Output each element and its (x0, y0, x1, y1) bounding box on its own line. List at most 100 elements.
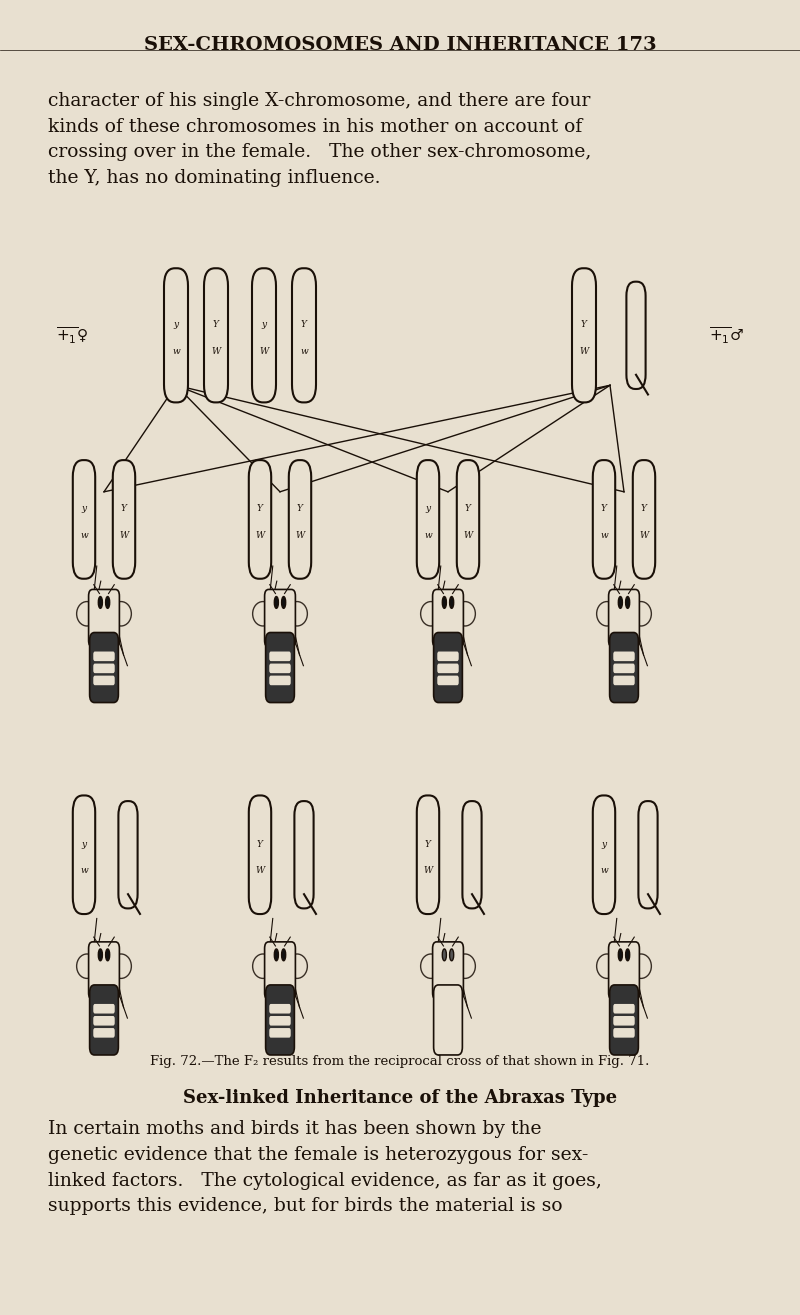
Ellipse shape (618, 947, 630, 969)
FancyBboxPatch shape (626, 281, 646, 389)
Text: W: W (211, 347, 221, 355)
Text: Y: Y (425, 840, 431, 848)
FancyBboxPatch shape (265, 942, 295, 999)
Ellipse shape (450, 949, 454, 961)
Ellipse shape (111, 601, 131, 626)
Ellipse shape (287, 953, 307, 978)
Text: Sex-linked Inheritance of the Abraxas Type: Sex-linked Inheritance of the Abraxas Ty… (183, 1089, 617, 1107)
FancyBboxPatch shape (73, 460, 95, 579)
Text: character of his single X-chromosome, and there are four
kinds of these chromoso: character of his single X-chromosome, an… (48, 92, 591, 187)
FancyBboxPatch shape (249, 460, 271, 579)
Text: W: W (255, 531, 265, 539)
FancyBboxPatch shape (457, 460, 479, 579)
Ellipse shape (77, 953, 97, 978)
Text: Y: Y (465, 505, 471, 513)
Text: $\overline{+_1}$♀: $\overline{+_1}$♀ (56, 325, 88, 346)
Ellipse shape (455, 953, 475, 978)
FancyBboxPatch shape (118, 801, 138, 909)
Ellipse shape (442, 597, 446, 609)
FancyBboxPatch shape (266, 985, 294, 1055)
Ellipse shape (98, 949, 102, 961)
Text: In certain moths and birds it has been shown by the
genetic evidence that the fe: In certain moths and birds it has been s… (48, 1120, 602, 1215)
Ellipse shape (274, 594, 286, 617)
Text: Y: Y (641, 505, 647, 513)
FancyBboxPatch shape (270, 1028, 290, 1038)
Ellipse shape (442, 949, 446, 961)
Text: SEX-CHROMOSOMES AND INHERITANCE 173: SEX-CHROMOSOMES AND INHERITANCE 173 (144, 36, 656, 54)
FancyBboxPatch shape (593, 460, 615, 579)
FancyBboxPatch shape (438, 651, 458, 661)
FancyBboxPatch shape (614, 1016, 634, 1026)
Text: y: y (82, 505, 86, 513)
Text: Y: Y (581, 321, 587, 329)
Ellipse shape (106, 949, 110, 961)
Text: W: W (639, 531, 649, 539)
Text: W: W (463, 531, 473, 539)
FancyBboxPatch shape (610, 985, 638, 1055)
Text: W: W (295, 531, 305, 539)
Ellipse shape (421, 601, 441, 626)
FancyBboxPatch shape (417, 460, 439, 579)
FancyBboxPatch shape (614, 1028, 634, 1038)
Text: y: y (602, 840, 606, 848)
FancyBboxPatch shape (434, 985, 462, 1055)
Ellipse shape (111, 953, 131, 978)
Text: Y: Y (121, 505, 127, 513)
FancyBboxPatch shape (294, 801, 314, 909)
FancyBboxPatch shape (614, 676, 634, 685)
FancyBboxPatch shape (433, 942, 463, 999)
FancyBboxPatch shape (270, 1016, 290, 1026)
Text: Y: Y (301, 321, 307, 329)
Text: w: w (80, 867, 88, 874)
Text: Y: Y (601, 505, 607, 513)
Ellipse shape (98, 597, 102, 609)
Ellipse shape (77, 601, 97, 626)
FancyBboxPatch shape (265, 589, 295, 647)
FancyBboxPatch shape (593, 796, 615, 914)
FancyBboxPatch shape (270, 1003, 290, 1014)
Ellipse shape (455, 601, 475, 626)
Ellipse shape (442, 594, 454, 617)
Ellipse shape (618, 594, 630, 617)
FancyBboxPatch shape (94, 664, 114, 673)
Ellipse shape (597, 601, 617, 626)
Ellipse shape (626, 597, 630, 609)
Text: $\overline{+_1}$♂: $\overline{+_1}$♂ (709, 325, 744, 346)
FancyBboxPatch shape (438, 664, 458, 673)
FancyBboxPatch shape (94, 1028, 114, 1038)
Text: y: y (174, 321, 178, 329)
Text: w: w (600, 531, 608, 539)
FancyBboxPatch shape (572, 268, 596, 402)
FancyBboxPatch shape (633, 460, 655, 579)
FancyBboxPatch shape (610, 633, 638, 702)
Ellipse shape (421, 953, 441, 978)
Ellipse shape (450, 597, 454, 609)
Ellipse shape (282, 949, 286, 961)
Ellipse shape (597, 953, 617, 978)
FancyBboxPatch shape (249, 796, 271, 914)
FancyBboxPatch shape (270, 651, 290, 661)
Ellipse shape (98, 947, 110, 969)
Text: Y: Y (257, 840, 263, 848)
FancyBboxPatch shape (164, 268, 188, 402)
FancyBboxPatch shape (89, 942, 119, 999)
Ellipse shape (626, 949, 630, 961)
Ellipse shape (442, 947, 454, 969)
Ellipse shape (274, 947, 286, 969)
Text: W: W (119, 531, 129, 539)
FancyBboxPatch shape (90, 633, 118, 702)
Text: W: W (423, 867, 433, 874)
FancyBboxPatch shape (73, 796, 95, 914)
Text: w: w (80, 531, 88, 539)
FancyBboxPatch shape (252, 268, 276, 402)
Ellipse shape (274, 949, 278, 961)
Text: W: W (259, 347, 269, 355)
Text: w: w (300, 347, 308, 355)
FancyBboxPatch shape (289, 460, 311, 579)
Ellipse shape (106, 597, 110, 609)
FancyBboxPatch shape (438, 676, 458, 685)
Text: y: y (426, 505, 430, 513)
FancyBboxPatch shape (89, 589, 119, 647)
FancyBboxPatch shape (614, 664, 634, 673)
FancyBboxPatch shape (434, 633, 462, 702)
